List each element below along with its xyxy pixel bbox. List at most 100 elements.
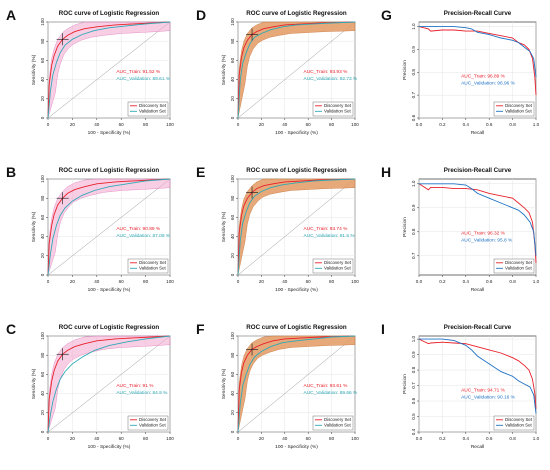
y-tick-label: 60 — [40, 371, 45, 377]
legend-box — [312, 415, 354, 431]
confidence-band — [47, 335, 171, 433]
y-tick-label: 60 — [40, 57, 45, 63]
x-tick-label: 0.2 — [439, 122, 446, 127]
y-tick-label: 0 — [40, 116, 45, 119]
y-tick-label: 80 — [40, 352, 45, 358]
x-tick-label: 80 — [143, 436, 149, 441]
x-tick-label: 80 — [143, 279, 149, 284]
x-tick-label: 20 — [259, 122, 265, 127]
legend-entry: Validation Set — [139, 266, 167, 271]
legend-entry: Discovery Set — [324, 417, 352, 422]
y-tick-label: 40 — [230, 391, 235, 397]
x-tick-label: 60 — [119, 122, 125, 127]
x-tick-label: 0.0 — [416, 279, 423, 284]
grid — [418, 336, 537, 433]
series-line-discovery-set — [237, 335, 356, 433]
chart-title: Precision-Recall Curve — [444, 324, 512, 331]
y-tick-label: 80 — [230, 352, 235, 358]
y-tick-label: 100 — [40, 18, 45, 26]
auc-validation-annotation: AUC_Validation: 87.09 % — [116, 233, 171, 239]
confidence-band — [47, 21, 171, 119]
x-tick-label: 0.8 — [509, 122, 516, 127]
grid — [418, 22, 537, 119]
series-line-discovery-set — [47, 21, 171, 119]
auc-train-annotation: AUC_Train: 96.89 % — [461, 74, 506, 80]
panel-c: C ROC curve of Logistic Regression 0 20 40 60… — [6, 321, 174, 450]
y-tick-label: 0.8 — [411, 228, 416, 235]
y-tick-label: 60 — [230, 57, 235, 63]
y-tick-label: 100 — [230, 332, 235, 340]
series-line-validation-set — [419, 338, 537, 414]
legend-box — [493, 415, 535, 431]
y-axis-label: Sensitivity (%) — [221, 211, 227, 242]
y-tick-label: 40 — [230, 234, 235, 240]
confidence-band — [47, 178, 171, 276]
series-line-discovery-set — [237, 21, 356, 119]
legend-box — [312, 258, 354, 274]
legend-entry: Discovery Set — [324, 260, 352, 265]
x-tick-label: 60 — [306, 279, 312, 284]
panel-e: E ROC curve of Logistic Regression 0 20 40 60… — [196, 164, 359, 293]
x-axis-label: Recall — [471, 287, 484, 293]
x-tick-label: 60 — [306, 122, 312, 127]
auc-validation-annotation: AUC_Validation: 89.66 % — [304, 390, 359, 396]
chart-title: ROC curve of Logistic Regression — [59, 167, 160, 174]
y-tick-label: 20 — [40, 253, 45, 259]
y-tick-label: 0.6 — [411, 114, 416, 121]
auc-validation-annotation: AUC_Validation: 90.16 % — [461, 395, 516, 401]
x-tick-label: 60 — [119, 279, 125, 284]
x-tick-label: 40 — [94, 436, 100, 441]
auc-validation-annotation: AUC_Validation: 95.8 % — [461, 238, 513, 244]
series-line-validation-set — [47, 178, 171, 276]
auc-train-annotation: AUC_Train: 96.32 % — [461, 231, 506, 237]
y-axis-label: Sensitivity (%) — [31, 54, 37, 85]
panel-a: A ROC curve of Logistic Regression 0 20 40 60… — [6, 7, 174, 136]
x-tick-label: 100 — [166, 279, 174, 284]
x-tick-label: 60 — [306, 436, 312, 441]
y-tick-label: 0.8 — [411, 69, 416, 76]
series-line-discovery-set — [418, 338, 537, 409]
legend-entry: Discovery Set — [505, 417, 533, 422]
series-line-discovery-set — [47, 335, 171, 433]
x-tick-label: 20 — [70, 122, 76, 127]
series-line-discovery-set — [237, 178, 356, 276]
y-axis-label: Precision — [402, 374, 408, 394]
x-tick-label: 0.0 — [416, 436, 423, 441]
x-tick-label: 0.6 — [486, 436, 493, 441]
auc-validation-annotation: AUC_Validation: 91.5 % — [304, 233, 356, 239]
x-tick-label: 0.4 — [463, 279, 470, 284]
chart-title: ROC curve of Logistic Regression — [59, 324, 160, 331]
x-axis-label: 100 - Specificity (%) — [275, 130, 318, 136]
y-tick-label: 100 — [40, 332, 45, 340]
panel-letter: B — [6, 164, 16, 180]
panel-letter: H — [381, 164, 391, 180]
y-tick-label: 80 — [230, 195, 235, 201]
auc-train-annotation: AUC_Train: 93.74 % — [304, 226, 349, 232]
auc-train-annotation: AUC_Train: 94.71 % — [461, 388, 506, 394]
y-tick-label: 0.8 — [411, 366, 416, 373]
x-tick-label: 100 — [351, 436, 359, 441]
legend-entry: Validation Set — [324, 109, 352, 114]
x-axis-label: 100 - Specificity (%) — [88, 130, 131, 136]
x-tick-label: 0 — [237, 122, 240, 127]
panel-letter: C — [6, 321, 16, 337]
y-tick-label: 40 — [40, 391, 45, 397]
x-tick-label: 0.6 — [486, 122, 493, 127]
y-tick-label: 0.5 — [411, 413, 416, 420]
x-tick-label: 40 — [282, 122, 288, 127]
x-tick-label: 0.8 — [509, 279, 516, 284]
y-tick-label: 0.4 — [411, 428, 416, 435]
y-tick-label: 0.9 — [411, 351, 416, 358]
series-line-validation-set — [47, 21, 171, 119]
x-tick-label: 0 — [237, 279, 240, 284]
x-tick-label: 0.4 — [463, 436, 470, 441]
y-tick-label: 0 — [40, 430, 45, 433]
y-tick-label: 40 — [40, 77, 45, 83]
x-tick-label: 80 — [143, 122, 149, 127]
